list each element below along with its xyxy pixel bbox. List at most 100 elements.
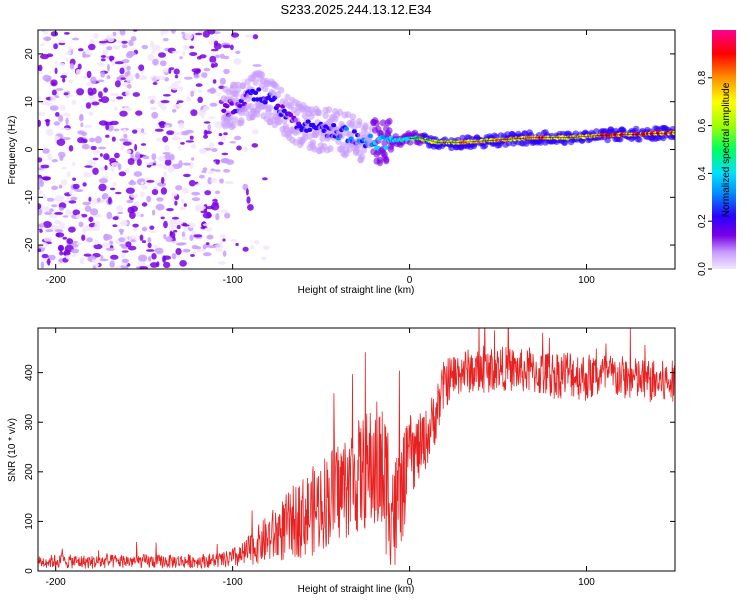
noise-blob	[164, 145, 170, 151]
noise-blob	[63, 92, 69, 96]
noise-blob	[93, 149, 101, 155]
noise-blob	[219, 77, 226, 85]
noise-blob	[109, 187, 116, 191]
x-tick-label: 0	[407, 275, 413, 286]
noise-blob	[207, 177, 213, 185]
noise-blob	[113, 45, 121, 50]
noise-blob	[65, 209, 72, 216]
noise-blob	[177, 146, 182, 151]
noise-blob	[63, 32, 70, 35]
noise-blob	[182, 187, 189, 194]
noise-blob	[68, 226, 76, 233]
noise-blob	[235, 50, 241, 54]
noise-blob	[195, 83, 203, 87]
noise-blob	[191, 191, 201, 196]
noise-blob	[211, 148, 218, 152]
noise-blob	[126, 66, 131, 71]
noise-blob	[170, 82, 180, 91]
noise-blob	[120, 252, 126, 258]
noise-blob	[42, 74, 51, 82]
noise-blob	[154, 247, 164, 255]
noise-blob	[220, 157, 230, 163]
noise-blob	[222, 44, 231, 49]
noise-blob	[141, 202, 148, 207]
y-tick-label: -20	[24, 237, 35, 252]
noise-blob	[89, 94, 97, 101]
noise-blob	[171, 216, 180, 220]
noise-blob	[160, 100, 170, 104]
noise-blob	[196, 249, 204, 253]
ridge-halo	[276, 118, 283, 126]
noise-blob	[102, 49, 108, 57]
ridge-halo	[322, 112, 329, 119]
noise-blob	[65, 51, 72, 55]
ridge-halo	[669, 126, 675, 132]
noise-blob	[150, 75, 159, 82]
noise-blob	[38, 119, 41, 127]
noise-blob	[151, 50, 155, 55]
noise-blob	[44, 119, 51, 123]
noise-blob	[47, 258, 51, 266]
x-tick-label: -100	[223, 577, 243, 588]
noise-blob	[127, 158, 135, 165]
noise-blob	[60, 75, 67, 79]
noise-blob	[135, 151, 141, 159]
noise-blob	[212, 201, 219, 207]
noise-blob	[89, 39, 96, 45]
colorbar-gradient	[712, 30, 736, 269]
colorbar-label: Normalized spectral amplitude	[721, 82, 732, 217]
ridge-halo	[387, 145, 395, 153]
noise-blob	[88, 111, 94, 116]
noise-blob	[117, 40, 122, 43]
noise-blob	[167, 165, 175, 173]
ridge-cell	[229, 101, 235, 106]
noise-blob	[130, 193, 139, 198]
noise-blob	[247, 204, 254, 211]
noise-blob	[151, 252, 157, 260]
noise-blob	[204, 130, 212, 135]
noise-blob	[50, 31, 59, 37]
noise-blob	[126, 50, 135, 57]
noise-blob	[163, 171, 168, 178]
noise-blob	[76, 241, 81, 246]
noise-blob	[220, 209, 229, 213]
noise-blob	[49, 105, 59, 111]
noise-blob	[98, 91, 103, 99]
colorbar-tick-label: 0.6	[697, 118, 708, 132]
noise-blob	[100, 71, 106, 78]
noise-blob	[75, 69, 81, 75]
noise-blob	[162, 37, 169, 42]
noise-blob	[233, 135, 242, 141]
noise-blob	[156, 197, 164, 202]
noise-blob	[38, 112, 46, 116]
noise-blob	[71, 99, 77, 105]
noise-blob	[68, 145, 74, 152]
noise-blob	[106, 211, 113, 220]
noise-blob	[66, 171, 71, 178]
noise-blob	[138, 254, 148, 262]
noise-blob	[61, 166, 68, 170]
noise-blob	[80, 122, 84, 128]
noise-blob	[98, 183, 107, 192]
noise-blob	[81, 234, 86, 241]
noise-blob	[219, 53, 225, 59]
ridge-halo	[266, 104, 274, 112]
noise-blob	[90, 145, 97, 151]
noise-blob	[71, 253, 77, 258]
noise-blob	[142, 155, 150, 160]
noise-blob	[132, 92, 140, 97]
ridge-cell	[221, 108, 227, 114]
ridge-halo	[376, 156, 384, 164]
noise-blob	[39, 229, 43, 233]
y-tick-label: 20	[24, 48, 35, 60]
noise-blob	[78, 221, 84, 228]
noise-blob	[171, 50, 181, 54]
noise-blob	[39, 43, 46, 46]
noise-blob	[246, 196, 251, 204]
noise-blob	[130, 36, 137, 42]
noise-blob	[190, 143, 197, 149]
noise-blob	[59, 222, 66, 229]
noise-blob	[173, 104, 182, 109]
noise-blob	[207, 88, 217, 93]
ridge-halo	[242, 109, 250, 117]
